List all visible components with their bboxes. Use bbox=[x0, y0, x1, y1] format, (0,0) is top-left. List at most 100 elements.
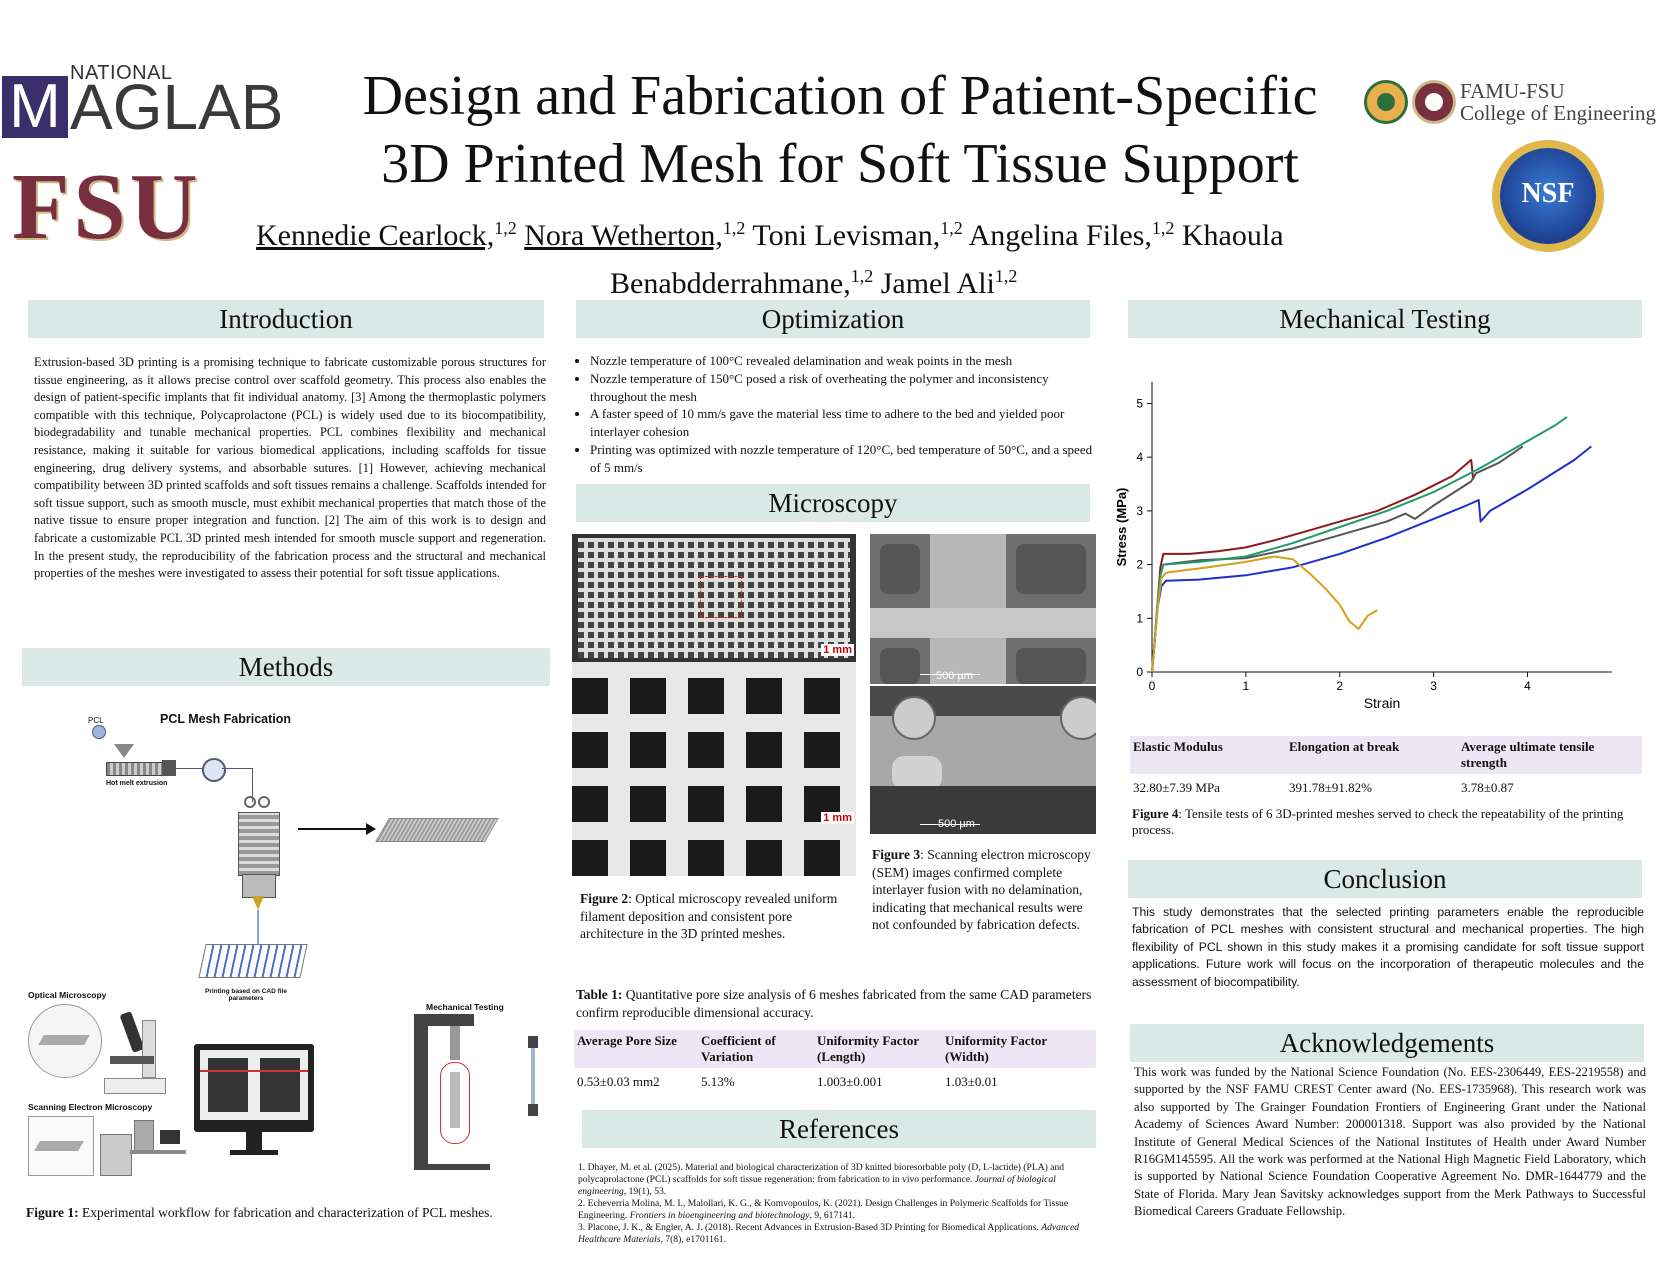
optical-micrograph-overview: 1 mm bbox=[572, 534, 856, 662]
figure-4-caption: Figure 4: Tensile tests of 6 3D-printed … bbox=[1132, 806, 1624, 837]
pore-size-table: Average Pore Size Coefficient of Variati… bbox=[574, 1030, 1096, 1094]
fsu-logo: FSU bbox=[12, 155, 202, 259]
diagram-title: PCL Mesh Fabrication bbox=[160, 712, 292, 726]
table-header: Elastic Modulus bbox=[1130, 736, 1286, 775]
table-cell: 32.80±7.39 MPa bbox=[1130, 774, 1286, 800]
poster-title: Design and Fabrication of Patient-Specif… bbox=[300, 62, 1380, 198]
table-1-caption: Table 1: Quantitative pore size analysis… bbox=[576, 987, 1092, 1020]
pcl-pellet-icon bbox=[92, 725, 106, 739]
author-3: Toni Levisman,1,2 bbox=[752, 218, 963, 252]
references-list: 1. Dhayer, M. et al. (2025). Material an… bbox=[578, 1162, 1090, 1246]
table-cell: 1.003±0.001 bbox=[814, 1068, 942, 1094]
maglab-logo-m: M bbox=[2, 76, 68, 138]
optical-micrograph-zoom: 1 mm bbox=[572, 662, 856, 876]
maglab-logo-small: NATIONAL bbox=[70, 62, 173, 84]
optimization-heading: Optimization bbox=[576, 300, 1090, 338]
scale-bar-label: 1 mm bbox=[821, 644, 854, 656]
title-line-2: 3D Printed Mesh for Soft Tissue Support bbox=[381, 133, 1299, 195]
y-tick-label: 4 bbox=[1136, 450, 1143, 464]
famu-fsu-text: FAMU-FSU College of Engineering bbox=[1460, 79, 1656, 125]
optimization-bullet: A faster speed of 10 mm/s gave the mater… bbox=[590, 405, 1098, 441]
printhead-nozzle bbox=[252, 896, 264, 910]
author-5-last: Benabdderrahmane,1,2 bbox=[610, 266, 874, 300]
sem-instrument-icon bbox=[100, 1120, 186, 1176]
printing-caption: Printing based on CAD file parameters bbox=[205, 988, 287, 1002]
y-tick-label: 2 bbox=[1136, 558, 1143, 572]
table-cell: 391.78±91.82% bbox=[1286, 774, 1458, 800]
print-bed-mesh bbox=[198, 944, 308, 978]
nsf-logo: NSF bbox=[1500, 148, 1596, 244]
maglab-logo: NATIONAL M AGLAB bbox=[2, 62, 292, 142]
printer-gears-icon bbox=[244, 796, 272, 810]
pcl-label: PCL bbox=[88, 716, 104, 725]
table-header: Uniformity Factor (Width) bbox=[942, 1030, 1096, 1069]
filament-line bbox=[176, 768, 202, 769]
scale-bar-label: 1 mm bbox=[821, 812, 854, 824]
filament-spool-icon bbox=[202, 758, 226, 782]
x-tick-label: 0 bbox=[1149, 679, 1156, 693]
x-tick-label: 1 bbox=[1243, 679, 1250, 693]
filament-line-3 bbox=[252, 768, 253, 802]
printed-mesh-icon bbox=[375, 818, 499, 842]
y-tick-label: 0 bbox=[1136, 665, 1143, 679]
nsf-logo-text: NSF bbox=[1521, 178, 1575, 209]
printhead-block bbox=[242, 874, 276, 898]
series-line-1 bbox=[1151, 458, 1477, 673]
y-tick-label: 1 bbox=[1136, 611, 1143, 625]
extruder-barrel bbox=[106, 762, 164, 776]
y-tick-label: 3 bbox=[1136, 504, 1143, 518]
series-line-5 bbox=[1151, 555, 1378, 673]
microscope-icon bbox=[102, 1006, 174, 1096]
table-header: Elongation at break bbox=[1286, 736, 1458, 775]
optimization-bullet: Nozzle temperature of 150°C posed a risk… bbox=[590, 370, 1098, 406]
table-cell: 5.13% bbox=[698, 1068, 814, 1094]
microscopy-heading: Microscopy bbox=[576, 484, 1090, 522]
sem-image-top: 500 µm bbox=[870, 534, 1096, 684]
monitor-stand bbox=[246, 1132, 262, 1150]
x-tick-label: 2 bbox=[1336, 679, 1343, 693]
table-row: 32.80±7.39 MPa 391.78±91.82% 3.78±0.87 bbox=[1130, 774, 1642, 800]
mechanical-testing-label: Mechanical Testing bbox=[426, 1002, 504, 1012]
x-tick-label: 3 bbox=[1430, 679, 1437, 693]
introduction-text: Extrusion-based 3D printing is a promisi… bbox=[34, 355, 546, 581]
author-5-first: Khaoula bbox=[1181, 219, 1284, 252]
mechanical-testing-heading: Mechanical Testing bbox=[1128, 300, 1642, 338]
introduction-heading: Introduction bbox=[28, 300, 544, 338]
fsu-seal bbox=[1412, 80, 1456, 124]
author-4: Angelina Files,1,2 bbox=[968, 218, 1175, 252]
stress-strain-chart: 0 1 2 3 4 0 1 2 3 4 5 Strain Stress (MPa) bbox=[1114, 382, 1612, 711]
series-line-2 bbox=[1151, 445, 1524, 673]
sem-image-bottom: 500 µm bbox=[870, 686, 1096, 834]
reference-item: 3. Placone, J. K., & Engler, A. J. (2018… bbox=[578, 1222, 1080, 1245]
mechanical-properties-table: Elastic Modulus Elongation at break Aver… bbox=[1130, 736, 1642, 800]
methods-diagram: PCL Mesh Fabrication PCL Hot melt extrus… bbox=[22, 700, 552, 1190]
specimen-icon bbox=[528, 1036, 538, 1116]
extrusion-stream bbox=[257, 910, 259, 944]
table-header: Average ultimate tensile strength bbox=[1458, 736, 1642, 775]
acknowledgements-text: This work was funded by the National Sci… bbox=[1134, 1065, 1646, 1219]
hopper-icon bbox=[114, 744, 134, 758]
table-header: Uniformity Factor (Length) bbox=[814, 1030, 942, 1069]
y-axis-label: Stress (MPa) bbox=[1114, 488, 1129, 567]
extruder-motor bbox=[162, 760, 176, 776]
optical-microscopy-label: Optical Microscopy bbox=[28, 990, 107, 1000]
table-header: Coefficient of Variation bbox=[698, 1030, 814, 1069]
table-cell: 3.78±0.87 bbox=[1458, 774, 1642, 800]
authors: Kennedie Cearlock,1,2 Nora Wetherton,1,2… bbox=[230, 208, 1430, 304]
series-line-3 bbox=[1151, 416, 1568, 673]
methods-heading: Methods bbox=[22, 648, 550, 686]
author-6: Jamel Ali1,2 bbox=[880, 266, 1018, 300]
author-1: Kennedie Cearlock,1,2 bbox=[256, 218, 517, 252]
monitor-base bbox=[230, 1150, 278, 1155]
author-2: Nora Wetherton,1,2 bbox=[524, 218, 746, 252]
x-tick-label: 4 bbox=[1524, 679, 1531, 693]
printhead-heatsink bbox=[238, 812, 280, 876]
optimization-bullets: Nozzle temperature of 100°C revealed del… bbox=[576, 352, 1098, 477]
optimization-bullet: Printing was optimized with nozzle tempe… bbox=[590, 441, 1098, 477]
table-cell: 0.53±0.03 mm2 bbox=[574, 1068, 698, 1094]
filament-line-2 bbox=[222, 768, 252, 769]
arrow-right-icon bbox=[298, 828, 368, 830]
title-line-1: Design and Fabrication of Patient-Specif… bbox=[362, 65, 1318, 127]
reference-item: 2. Echeverria Molina, M. I., Malollari, … bbox=[578, 1198, 1069, 1221]
figure-1-caption: Figure 1: Experimental workflow for fabr… bbox=[26, 1205, 493, 1220]
